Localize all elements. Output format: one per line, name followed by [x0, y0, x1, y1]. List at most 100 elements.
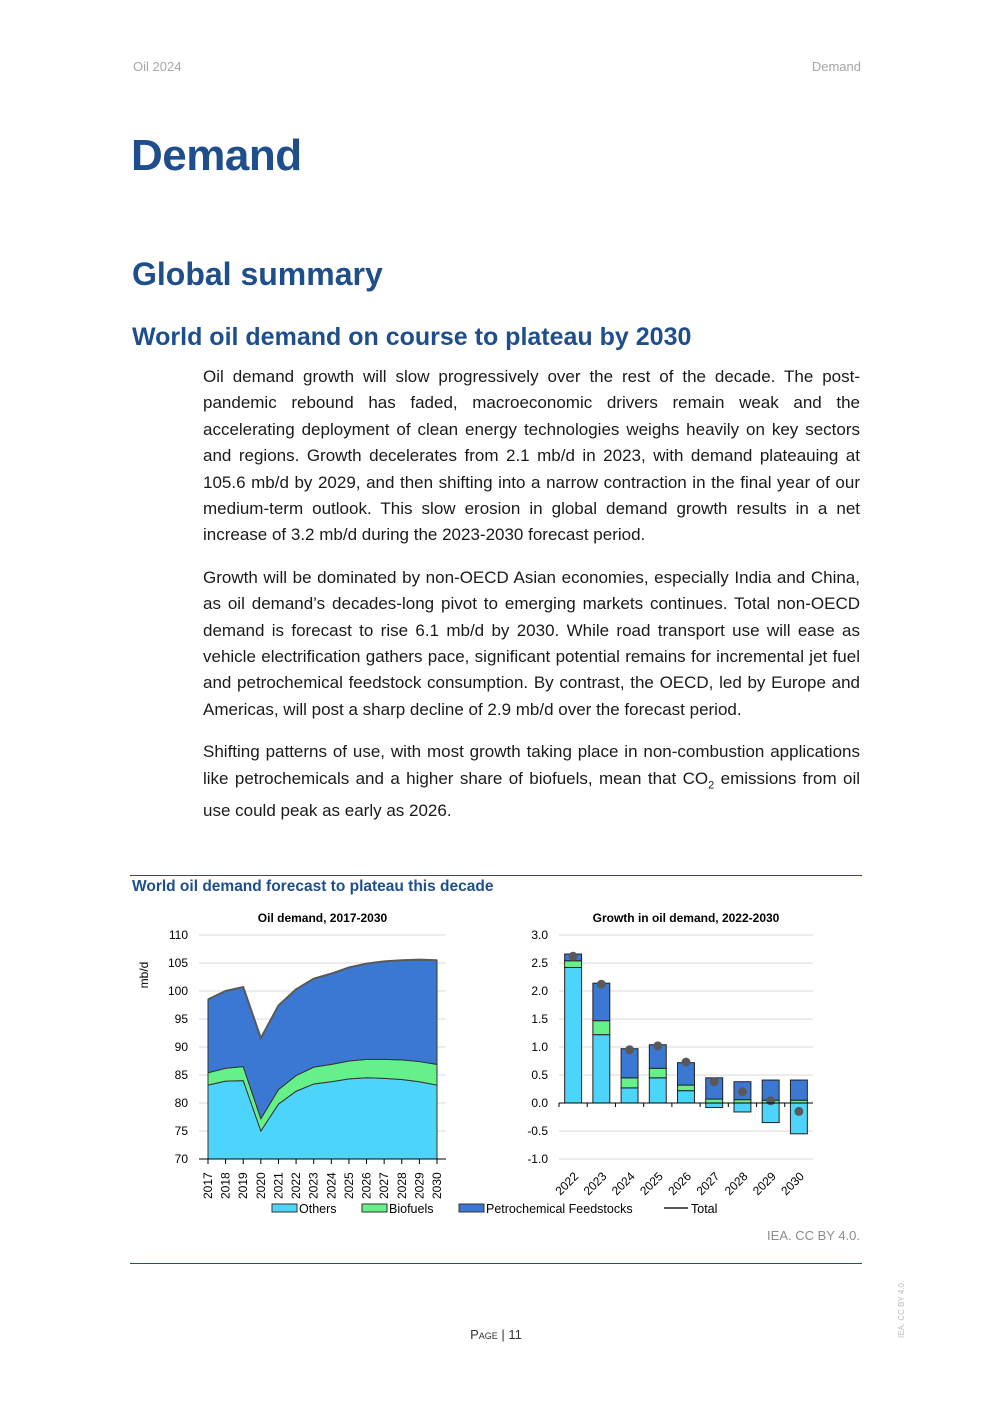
chart-growth: Growth in oil demand, 2022-2030 -1.0 -0.5 0…	[527, 911, 813, 1198]
chart2-xtick-label: 2025	[637, 1169, 666, 1198]
legend-others-label: Others	[299, 1202, 337, 1216]
paragraph-3-part-2: emissions from oil use could peak as ear…	[203, 768, 860, 821]
chart1-xtick-label: 2018	[219, 1172, 233, 1199]
chart1-xtick-label: 2017	[201, 1172, 215, 1199]
chart2-bar-petrochemical	[761, 1079, 780, 1101]
chart1-xtick-label: 2021	[271, 1172, 285, 1199]
body-text: Oil demand growth will slow progressivel…	[203, 364, 860, 841]
chart2-total-point	[737, 1087, 747, 1097]
chart2-xtick-label: 2022	[552, 1169, 581, 1198]
figure-source: IEA. CC BY 4.0.	[767, 1228, 860, 1243]
chart1-ytick-label: 80	[175, 1096, 189, 1110]
chart2-total-point	[625, 1045, 635, 1055]
chart2-bar-others	[761, 1102, 780, 1124]
figure-title: World oil demand forecast to plateau thi…	[132, 878, 494, 895]
chart2-bar-biofuels	[592, 1020, 611, 1036]
chart2-bar-petrochemical	[620, 1048, 639, 1079]
chart1-xtick-label: 2030	[430, 1172, 444, 1199]
chart1-area-biofuels	[207, 1058, 438, 1133]
chart2-bar-others	[592, 1034, 611, 1104]
chart2-title: Growth in oil demand, 2022-2030	[593, 911, 780, 925]
chart1-xtick-label: 2020	[254, 1172, 268, 1199]
header-report-name: Oil 2024	[133, 59, 182, 74]
chart1-xtick-label: 2029	[412, 1172, 426, 1199]
chart1-xtick-label: 2024	[324, 1172, 338, 1199]
chart2-total-point	[681, 1057, 691, 1067]
chart2-bar-petrochemical	[789, 1079, 808, 1101]
legend-petrochemical-swatch	[458, 1203, 485, 1213]
chart2-ytick-label: -0.5	[527, 1124, 548, 1138]
chart2-bar-biofuels	[789, 1099, 808, 1104]
legend-petrochemical-label: Petrochemical Feedstocks	[486, 1202, 633, 1216]
figure-top-rule	[130, 875, 862, 876]
chart2-total-point	[653, 1041, 663, 1051]
chart1-ylabel: mb/d	[137, 962, 151, 989]
chart2-ytick-label: 3.0	[531, 928, 548, 942]
subsection-title: World oil demand on course to plateau by…	[132, 323, 692, 351]
chart2-total-point	[794, 1106, 804, 1116]
chart2-bar-petrochemical	[677, 1062, 695, 1086]
chart2-ytick-label: 1.0	[531, 1040, 548, 1054]
legend-others-swatch	[271, 1203, 298, 1213]
chart2-ytick-label: 2.0	[531, 984, 548, 998]
page-number: Page | 11	[470, 1327, 522, 1342]
chart2-bar-others	[648, 1077, 667, 1104]
chapter-title: Demand	[131, 131, 302, 180]
chart1-area-petrochemical	[207, 959, 438, 1120]
chart2-ytick-label: 0.0	[531, 1096, 548, 1110]
chart2-bar-others	[789, 1102, 808, 1135]
chart2-total-point	[766, 1096, 776, 1106]
legend-biofuels-swatch	[361, 1203, 388, 1213]
paragraph-3-part-1: Shifting patterns of use, with most grow…	[203, 742, 860, 788]
chart2-ytick-label: 1.5	[531, 1012, 548, 1026]
chart1-ytick-label: 70	[175, 1152, 189, 1166]
chart2-bar-others	[564, 966, 583, 1104]
chart1-xtick-label: 2022	[289, 1172, 303, 1199]
chart2-xtick-label: 2027	[694, 1169, 723, 1198]
chart2-bar-petrochemical	[564, 953, 583, 962]
chart1-total-line	[207, 958, 438, 1041]
chart1-xtick-label: 2028	[395, 1172, 409, 1199]
chart2-bar-others	[677, 1090, 695, 1104]
chart1-xtick-label: 2025	[342, 1172, 356, 1199]
chart1-ytick-label: 100	[168, 984, 188, 998]
chart2-xtick-label: 2023	[581, 1169, 610, 1198]
chart2-xtick-label: 2030	[778, 1169, 807, 1198]
chart2-ytick-label: 2.5	[531, 956, 548, 970]
chart1-title: Oil demand, 2017-2030	[258, 911, 388, 925]
chart2-xtick-label: 2029	[750, 1169, 779, 1198]
chart2-bar-others	[620, 1087, 639, 1104]
paragraph-3: Shifting patterns of use, with most grow…	[203, 739, 860, 825]
section-title: Global summary	[132, 256, 383, 292]
chart1-xtick-label: 2023	[307, 1172, 321, 1199]
chart2-bar-others	[733, 1102, 752, 1113]
page-label: Page	[470, 1327, 498, 1342]
chart2-total-point	[596, 979, 606, 989]
chart2-bar-biofuels	[648, 1067, 667, 1079]
chart1-ytick-label: 85	[175, 1068, 189, 1082]
chart2-bar-petrochemical	[733, 1081, 752, 1101]
chart2-xtick-label: 2026	[665, 1169, 694, 1198]
chart2-ytick-label: 0.5	[531, 1068, 548, 1082]
chart2-ytick-label: -1.0	[527, 1152, 548, 1166]
chart2-xtick-label: 2028	[722, 1169, 751, 1198]
figure-bottom-rule	[130, 1263, 862, 1264]
chart2-bar-biofuels	[733, 1099, 752, 1104]
chart1-xtick-label: 2027	[377, 1172, 391, 1199]
co2-subscript: 2	[708, 779, 715, 792]
paragraph-2: Growth will be dominated by non-OECD Asi…	[203, 567, 860, 719]
chart2-bar-petrochemical	[592, 982, 611, 1022]
chart2-total-point	[568, 951, 578, 961]
chart1-ytick-label: 95	[175, 1012, 189, 1026]
chart2-total-point	[709, 1077, 719, 1087]
chart2-bar-petrochemical	[705, 1077, 724, 1100]
chart1-xtick-label: 2019	[236, 1172, 250, 1199]
chart2-xtick-label: 2024	[609, 1169, 638, 1198]
chart2-bar-biofuels	[677, 1084, 695, 1092]
chart2-bar-biofuels	[761, 1099, 780, 1104]
header-chapter-name: Demand	[811, 59, 861, 74]
chart2-bar-biofuels	[620, 1077, 639, 1089]
chart1-ytick-label: 110	[169, 928, 188, 942]
chart2-bar-others	[705, 1102, 724, 1108]
chart1-ytick-label: 75	[175, 1124, 189, 1138]
